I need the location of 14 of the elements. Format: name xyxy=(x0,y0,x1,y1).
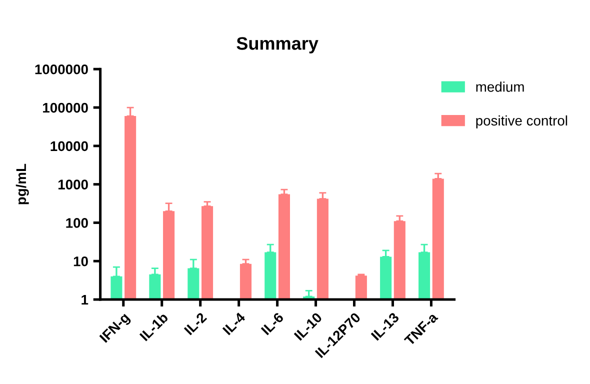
y-tick-label: 1000 xyxy=(58,180,88,190)
y-tick-label: 1 xyxy=(82,294,88,305)
x-tick-label: IL-6 xyxy=(260,312,284,336)
x-tick-label: IL-4 xyxy=(222,312,246,336)
x-tick-label: IL-2 xyxy=(184,312,208,336)
legend-label: medium xyxy=(476,82,524,92)
chart-title: Summary xyxy=(236,37,318,54)
y-tick-label: 100 xyxy=(66,218,88,228)
y-tick-label: 1000000 xyxy=(35,64,88,74)
y-tick-label: 10000 xyxy=(50,141,88,152)
y-tick-label: 10 xyxy=(74,256,88,266)
y-axis-title: pg/mL xyxy=(16,164,29,204)
legend-label: positive control xyxy=(476,115,568,128)
y-tick-label: 100000 xyxy=(43,102,88,113)
